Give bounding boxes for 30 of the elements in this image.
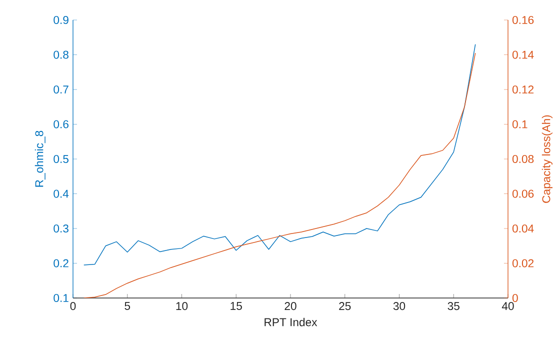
x-tick-label: 5 [124, 302, 130, 310]
x-axis-title: RPT Index [264, 318, 318, 326]
y-axis-title: R_ohmic_8 [34, 130, 46, 187]
x-tick-label: 35 [448, 302, 460, 310]
y2-tick-label: 0.04 [512, 224, 534, 233]
y-tick-label: 0.6 [54, 120, 68, 128]
x-tick-label: 15 [230, 302, 242, 310]
y-tick-label: 0.3 [54, 224, 68, 233]
x-tick-label: 0 [70, 302, 76, 310]
y2-tick-label: 0.1 [512, 120, 528, 128]
y2-tick-label: 0.14 [512, 50, 534, 59]
x-tick-label: 25 [339, 302, 351, 310]
y2-tick-label: 0.06 [512, 190, 534, 198]
y-tick-label: 0.4 [54, 190, 69, 198]
y-tick-label: 0.8 [54, 50, 68, 59]
x-tick-label: 20 [284, 302, 296, 310]
y2-tick-label: 0.12 [512, 86, 534, 94]
y-tick-label: 0.1 [54, 294, 68, 302]
y2-tick-label: 0.08 [512, 155, 534, 164]
y2-tick-label: 0.02 [512, 259, 534, 268]
x-tick-label: 30 [393, 302, 406, 310]
y2-tick-label: 0 [512, 294, 518, 302]
y2-tick-label: 0.16 [512, 16, 534, 24]
y-tick-label: 0.9 [54, 16, 68, 24]
x-tick-label: 40 [502, 302, 514, 310]
y-tick-label: 0.7 [54, 86, 68, 94]
x-tick-label: 10 [176, 302, 188, 310]
y2-axis-title: Capacity loss(Ah) [542, 115, 552, 203]
y-tick-label: 0.2 [54, 259, 68, 268]
y-tick-label: 0.5 [54, 155, 68, 164]
